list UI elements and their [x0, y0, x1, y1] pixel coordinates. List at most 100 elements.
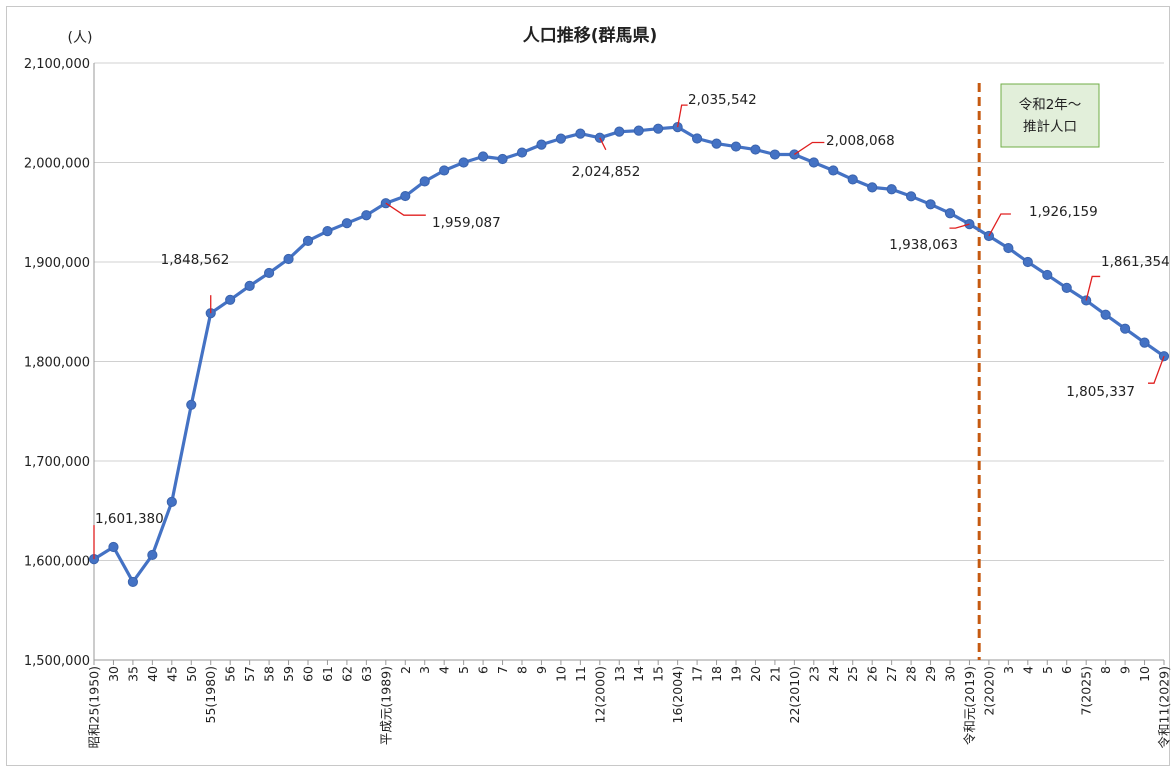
data-point: [166, 496, 177, 507]
data-point: [1100, 309, 1111, 320]
x-tick-label: 11: [573, 666, 588, 682]
data-point: [516, 147, 528, 158]
data-point: [263, 267, 275, 279]
data-point: [186, 399, 197, 410]
y-tick-label: 1,500,000: [24, 654, 90, 669]
data-point: [614, 126, 625, 137]
data-label: 2,008,068: [826, 133, 895, 149]
y-tick-label: 1,800,000: [24, 356, 90, 371]
data-point: [944, 208, 956, 219]
data-point: [808, 157, 819, 168]
x-tick-label: 59: [281, 666, 296, 682]
x-tick-label: 8: [1098, 666, 1113, 674]
annotation-leader-line: [794, 141, 825, 156]
x-tick-label: 62: [339, 666, 354, 682]
x-tick-label: 10: [1137, 666, 1152, 682]
annotation-leader-line: [949, 223, 970, 229]
data-label: 1,848,562: [161, 252, 230, 268]
x-tick-label: 5: [1040, 666, 1055, 674]
x-tick-label: 15: [651, 666, 666, 682]
x-tick-label: 28: [904, 666, 919, 682]
data-point: [730, 141, 742, 152]
data-point: [555, 133, 567, 144]
data-point: [497, 153, 508, 165]
x-tick-label: 25: [845, 666, 860, 682]
data-point: [127, 576, 139, 588]
data-point: [828, 165, 839, 176]
data-point: [711, 138, 722, 149]
x-tick-label: 3: [1001, 666, 1016, 674]
projection-note-text: 推計人口: [1023, 119, 1077, 135]
x-tick-label: 29: [923, 666, 938, 682]
x-tick-label: 4: [1020, 666, 1035, 674]
projection-note-text: 令和2年～: [1019, 97, 1082, 113]
data-point: [1139, 337, 1150, 348]
data-point: [905, 191, 917, 202]
data-point: [361, 210, 372, 221]
data-point: [886, 184, 897, 195]
data-point: [244, 280, 255, 291]
x-tick-label: 12(2000): [592, 666, 607, 723]
x-tick-label: 26: [865, 666, 880, 682]
x-tick-label: 56: [223, 666, 238, 682]
data-point: [536, 139, 547, 150]
x-tick-label: 22(2010): [787, 666, 802, 723]
data-point: [458, 157, 469, 168]
x-tick-label: 50: [184, 666, 199, 682]
x-tick-label: 13: [612, 666, 627, 682]
data-label: 1,926,159: [1029, 204, 1098, 220]
chart-title: 人口推移(群馬県): [523, 25, 658, 46]
x-tick-label: 平成元(1989): [378, 666, 393, 745]
data-point: [653, 123, 664, 134]
data-label: 1,938,063: [889, 237, 958, 253]
annotation-leader-line: [1148, 355, 1165, 384]
data-point: [1061, 282, 1072, 293]
y-tick-label: 1,700,000: [24, 455, 90, 470]
x-tick-label: 21: [767, 666, 782, 682]
x-tick-label: 令和元(2019): [962, 666, 977, 745]
annotation-leader-line: [676, 104, 688, 128]
x-tick-label: 令和11(2029): [1157, 666, 1172, 748]
data-label: 1,601,380: [95, 511, 164, 527]
x-tick-label: 30: [106, 666, 121, 682]
x-tick-label: 8: [515, 666, 530, 674]
x-tick-label: 4: [437, 666, 452, 674]
annotation-leader-line: [988, 213, 1011, 237]
x-tick-label: 27: [884, 666, 899, 682]
data-point: [750, 144, 761, 155]
data-point: [477, 151, 489, 162]
x-tick-label: 60: [301, 666, 316, 682]
x-tick-label: 17: [690, 666, 705, 682]
data-label: 1,959,087: [432, 215, 501, 231]
x-tick-label: 昭和25(1950): [87, 666, 102, 748]
x-tick-label: 14: [631, 666, 646, 682]
x-tick-label: 16(2004): [670, 666, 685, 723]
data-point: [1022, 256, 1033, 268]
data-point: [225, 294, 236, 305]
x-tick-label: 35: [125, 666, 140, 682]
data-point: [400, 190, 411, 202]
x-tick-label: 45: [164, 666, 179, 682]
y-tick-label: 2,000,000: [24, 157, 90, 172]
data-point: [964, 219, 975, 230]
x-tick-label: 57: [242, 666, 257, 682]
x-tick-label: 61: [320, 666, 335, 682]
data-point: [439, 165, 450, 176]
data-point: [1042, 269, 1053, 281]
data-label: 1,805,337: [1066, 384, 1135, 400]
x-tick-label: 55(1980): [203, 666, 218, 723]
x-tick-label: 20: [748, 666, 763, 682]
x-tick-label: 30: [943, 666, 958, 682]
population-series-line: [93, 125, 1165, 584]
x-tick-label: 19: [729, 666, 744, 682]
x-tick-label: 2: [398, 666, 413, 674]
x-tick-label: 5: [456, 666, 471, 674]
annotation-leader-line: [599, 137, 607, 151]
data-point: [1119, 323, 1131, 334]
data-point: [283, 253, 294, 265]
y-unit-label: (人): [68, 30, 93, 46]
x-tick-label: 6: [476, 666, 491, 674]
x-tick-label: 9: [534, 666, 549, 674]
y-tick-label: 1,900,000: [24, 256, 90, 271]
